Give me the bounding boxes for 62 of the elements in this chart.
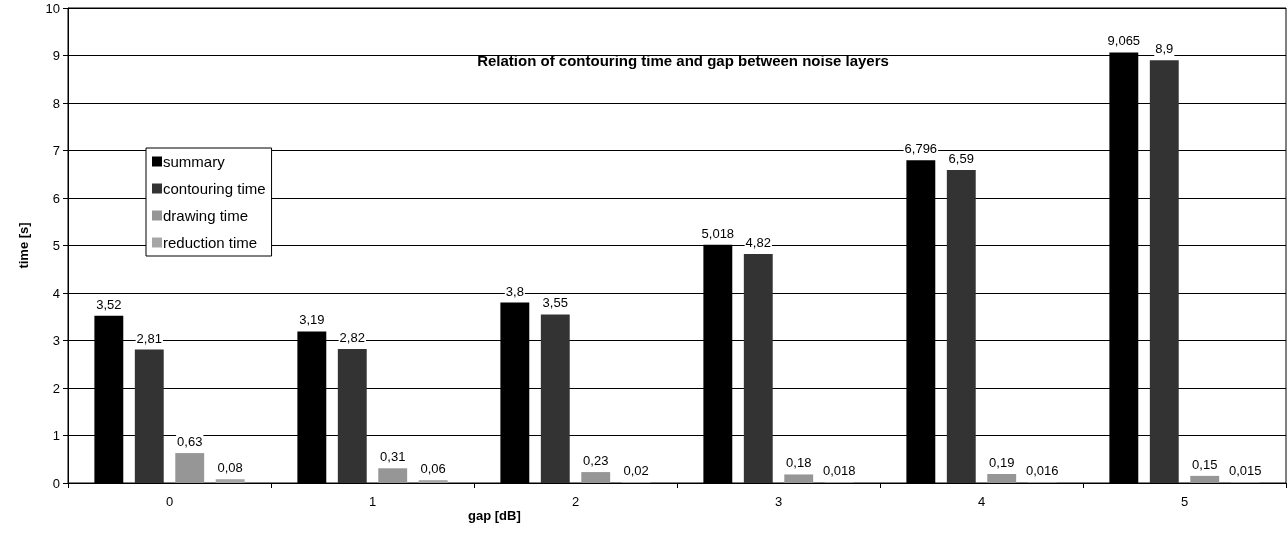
bar bbox=[215, 479, 245, 483]
text: Relation of contouring time and gap between noise layers bbox=[477, 52, 889, 69]
x-tick-label: 2 bbox=[571, 494, 580, 509]
y-tick-label: 5 bbox=[52, 238, 60, 253]
bar bbox=[1190, 475, 1220, 483]
data-label: 3,19 bbox=[299, 312, 325, 328]
data-label: 6,59 bbox=[948, 150, 974, 166]
data-label: 4,82 bbox=[745, 235, 771, 251]
y-tick-label: 3 bbox=[52, 333, 60, 348]
y-tick-label: 1 bbox=[52, 428, 60, 443]
x-axis-title: gap [dB] bbox=[468, 508, 521, 523]
y-tick-label: 4 bbox=[52, 285, 60, 301]
data-label: 3,52 bbox=[96, 296, 122, 312]
data-label: 0,06 bbox=[420, 461, 446, 477]
x-tick-label: 3 bbox=[774, 494, 783, 509]
data-label: 0,18 bbox=[786, 455, 812, 471]
bar bbox=[946, 169, 976, 483]
bar bbox=[987, 473, 1017, 483]
x-tick-label: 0 bbox=[165, 494, 174, 509]
y-tick-label: 6 bbox=[52, 190, 60, 206]
data-label: 0,23 bbox=[583, 453, 609, 469]
bar bbox=[175, 453, 205, 483]
y-tick-label: 0 bbox=[52, 475, 60, 491]
legend-label: reduction time bbox=[163, 234, 258, 251]
y-tick-label: 10 bbox=[45, 0, 60, 16]
bar bbox=[418, 480, 448, 483]
bar bbox=[540, 314, 570, 483]
data-label: 5,018 bbox=[701, 225, 735, 241]
data-label: 8,9 bbox=[1155, 41, 1174, 57]
y-tick-label: 9 bbox=[52, 48, 60, 63]
y-tick-label: 7 bbox=[52, 143, 60, 158]
y-tick-label: 8 bbox=[52, 95, 60, 111]
y-axis-title: time [s] bbox=[16, 222, 31, 269]
data-label: 0,31 bbox=[380, 449, 406, 465]
y-tick-label: 2 bbox=[52, 380, 60, 396]
x-tick-label: 5 bbox=[1180, 494, 1189, 509]
data-label: 3,55 bbox=[542, 295, 568, 311]
x-tick-label: 4 bbox=[977, 494, 986, 509]
legend-label: summary bbox=[163, 153, 226, 170]
data-label: 0,02 bbox=[623, 463, 649, 479]
bar bbox=[134, 349, 164, 483]
x-tick-label: 1 bbox=[368, 494, 377, 509]
data-label: 0,018 bbox=[822, 463, 856, 479]
data-label: 3,8 bbox=[505, 283, 524, 299]
bar bbox=[1149, 60, 1179, 483]
data-label: 0,08 bbox=[217, 460, 243, 476]
data-label: 0,63 bbox=[177, 434, 203, 450]
data-label: 2,81 bbox=[136, 330, 162, 346]
data-label: 0,015 bbox=[1228, 463, 1262, 479]
bar bbox=[581, 472, 611, 483]
data-label: 6,796 bbox=[904, 141, 938, 157]
bar bbox=[378, 468, 408, 483]
bar bbox=[784, 474, 814, 483]
data-label: 2,82 bbox=[339, 330, 365, 346]
data-label: 0,016 bbox=[1025, 463, 1059, 479]
data-label: 0,15 bbox=[1192, 456, 1218, 472]
legend-label: drawing time bbox=[163, 207, 249, 224]
legend-label: contouring time bbox=[163, 180, 266, 197]
bar bbox=[337, 349, 367, 483]
data-label: 0,19 bbox=[989, 454, 1015, 470]
bar bbox=[743, 254, 773, 483]
data-label: 9,065 bbox=[1107, 33, 1141, 49]
